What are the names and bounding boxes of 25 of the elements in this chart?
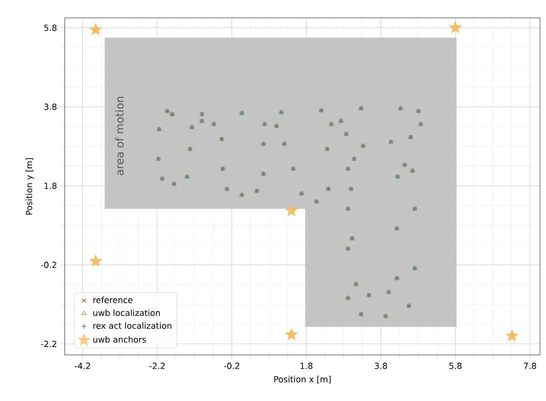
y-tick-label: -2.2 bbox=[41, 340, 56, 348]
legend-label: reference bbox=[93, 296, 132, 304]
y-tick-label: 5.8 bbox=[44, 24, 56, 32]
x-tick-label: 3.8 bbox=[374, 362, 387, 370]
x-tick-label: 1.8 bbox=[300, 362, 312, 370]
legend-label: uwb localization bbox=[93, 310, 160, 316]
point bbox=[89, 254, 102, 268]
y-tick-label: 3.8 bbox=[44, 104, 56, 110]
legend-label: rex act localization bbox=[93, 322, 172, 329]
legend-label: uwb anchors bbox=[93, 336, 146, 343]
x-axis-title: Position x [m] bbox=[274, 376, 331, 384]
annotation: area of motion bbox=[115, 97, 124, 176]
x-tick-label: -4.2 bbox=[74, 362, 90, 370]
x-tick-label: -0.2 bbox=[224, 362, 240, 370]
x-tick-label: 7.8 bbox=[524, 362, 536, 370]
point bbox=[505, 329, 519, 342]
x-tick-label: -2.2 bbox=[149, 362, 165, 370]
y-axis-title: Position y [m] bbox=[26, 158, 34, 215]
x-tick-label: 5.8 bbox=[449, 362, 462, 370]
point bbox=[89, 22, 102, 36]
point bbox=[448, 20, 462, 34]
y-tick-label: -0.2 bbox=[41, 262, 56, 268]
y-tick-label: 1.8 bbox=[44, 182, 56, 190]
point bbox=[284, 328, 298, 341]
point bbox=[284, 204, 298, 216]
